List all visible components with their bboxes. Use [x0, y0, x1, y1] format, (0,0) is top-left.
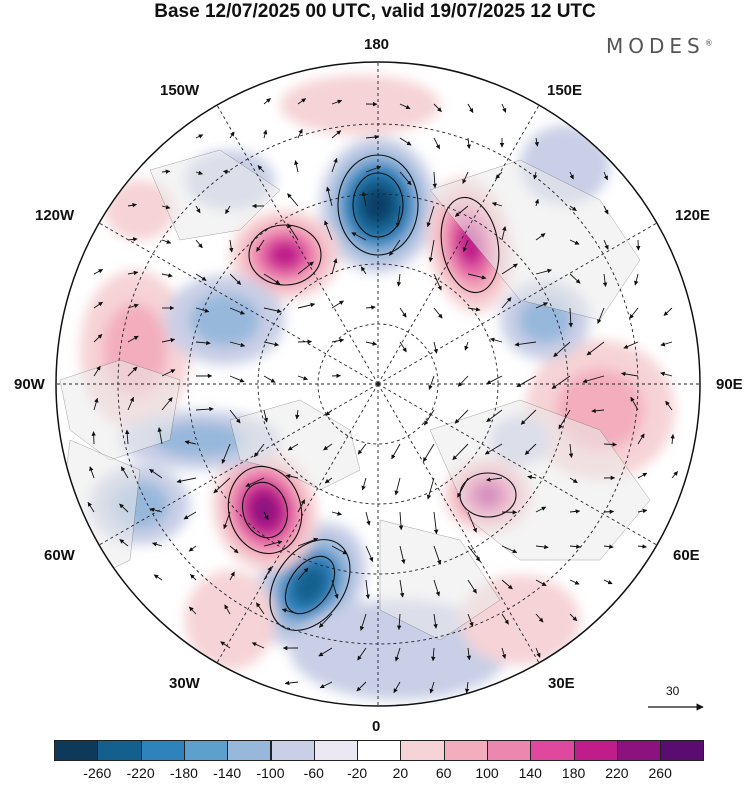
longitude-label-60w: 60W — [44, 547, 75, 564]
longitude-label-150w: 150W — [160, 82, 199, 99]
colorbar-label: -180 — [160, 765, 208, 781]
colorbar-label: -260 — [73, 765, 121, 781]
longitude-label-120e: 120E — [675, 207, 710, 224]
colorbar-swatch — [574, 740, 618, 761]
anomaly-field — [48, 54, 708, 714]
colorbar-label: 220 — [593, 765, 641, 781]
colorbar-swatch — [400, 740, 444, 761]
colorbar-label: -60 — [290, 765, 338, 781]
colorbar-swatch — [271, 740, 315, 761]
colorbar-swatch — [141, 740, 185, 761]
colorbar-swatch — [660, 740, 704, 761]
colorbar-label: -220 — [117, 765, 165, 781]
colorbar-label: 60 — [420, 765, 468, 781]
longitude-label-30e: 30E — [548, 675, 575, 692]
reference-vector-label: 30 — [666, 684, 679, 698]
colorbar-label: 20 — [376, 765, 424, 781]
colorbar-swatch — [97, 740, 141, 761]
colorbar-swatch — [54, 740, 98, 761]
wind-arrow — [604, 512, 614, 513]
longitude-label-60e: 60E — [673, 547, 700, 564]
colorbar-label: 140 — [506, 765, 554, 781]
colorbar-swatch — [530, 740, 574, 761]
colorbar-swatch — [227, 740, 271, 761]
longitude-label-120w: 120W — [35, 207, 74, 224]
colorbar-label: 260 — [636, 765, 684, 781]
positive-anomaly-atlantic-west — [185, 570, 275, 670]
colorbar-label: 100 — [463, 765, 511, 781]
colorbar-swatch — [357, 740, 401, 761]
colorbar-swatch — [444, 740, 488, 761]
longitude-label-90w: 90W — [14, 376, 45, 393]
colorbar-label: -100 — [247, 765, 295, 781]
wind-arrow — [94, 432, 95, 444]
longitude-label-30w: 30W — [169, 675, 200, 692]
colorbar-label: -20 — [333, 765, 381, 781]
longitude-label-0: 0 — [372, 718, 380, 735]
colorbar-label: -140 — [203, 765, 251, 781]
colorbar-swatch — [314, 740, 358, 761]
longitude-label-150e: 150E — [547, 82, 582, 99]
colorbar-swatch — [184, 740, 228, 761]
colorbar-swatch — [487, 740, 531, 761]
colorbar-label: 180 — [550, 765, 598, 781]
positive-anomaly-bering — [280, 75, 440, 135]
longitude-label-180: 180 — [364, 36, 389, 53]
colorbar-swatch — [617, 740, 661, 761]
longitude-label-90e: 90E — [716, 376, 743, 393]
